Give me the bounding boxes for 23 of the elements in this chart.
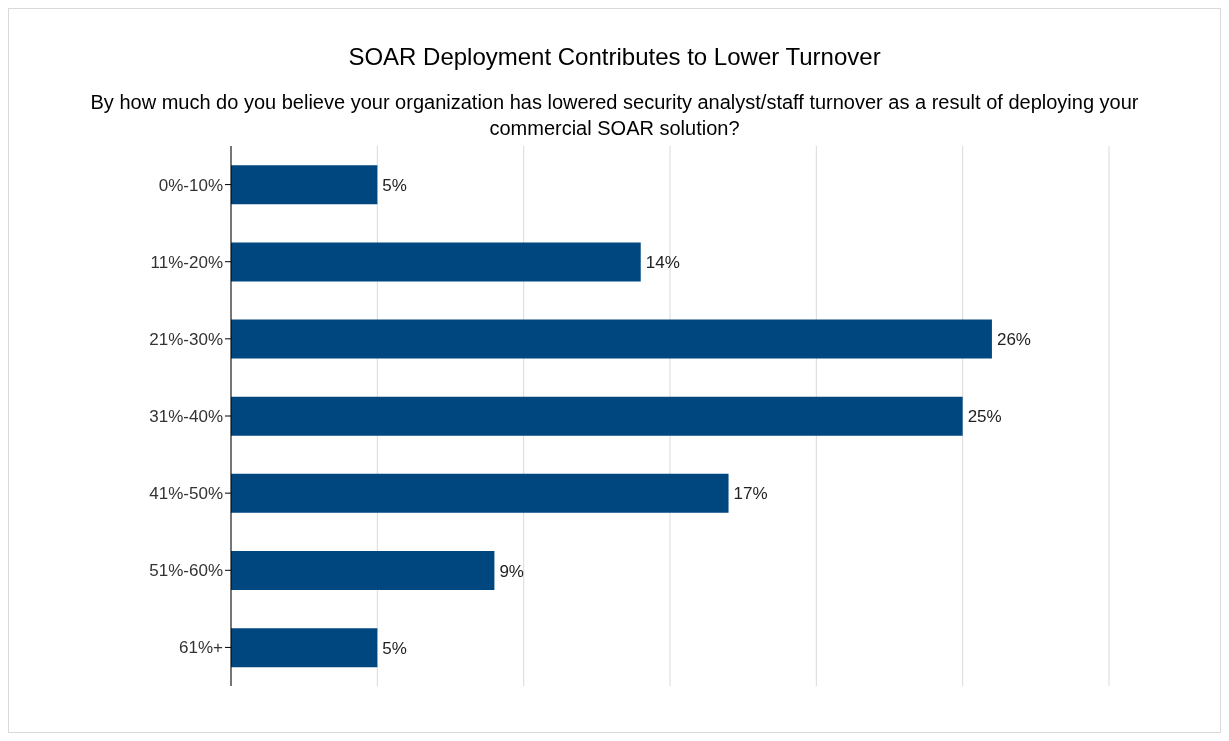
- y-tick-label: 61%+: [179, 638, 224, 658]
- bar: [231, 319, 992, 359]
- y-tick-label: 21%-30%: [149, 329, 223, 349]
- y-tick-label: 11%-20%: [150, 252, 223, 272]
- data-label: 9%: [499, 561, 524, 581]
- y-tick-label: 41%-50%: [149, 484, 223, 504]
- data-label: 14%: [645, 252, 680, 272]
- y-tick-label: 31%-40%: [149, 407, 223, 427]
- data-label: 5%: [382, 175, 407, 195]
- bar: [231, 551, 495, 590]
- bar: [231, 396, 963, 436]
- data-label: 17%: [733, 484, 768, 504]
- data-label: 5%: [382, 638, 407, 658]
- bar: [231, 242, 641, 282]
- data-label: 25%: [967, 407, 1002, 427]
- y-tick-label: 51%-60%: [149, 561, 223, 581]
- data-label: 26%: [996, 330, 1031, 350]
- chart-subtitle: By how much do you believe your organization has lowered security analyst/staff turnover as a result of deploying your commercial SOAR solution?: [89, 90, 1140, 141]
- chart-title: SOAR Deployment Contributes to Lower Turnover: [347, 43, 882, 71]
- y-tick-label: 0%-10%: [158, 175, 223, 195]
- bar: [231, 473, 729, 513]
- bar: [231, 628, 378, 668]
- bar: [231, 165, 378, 205]
